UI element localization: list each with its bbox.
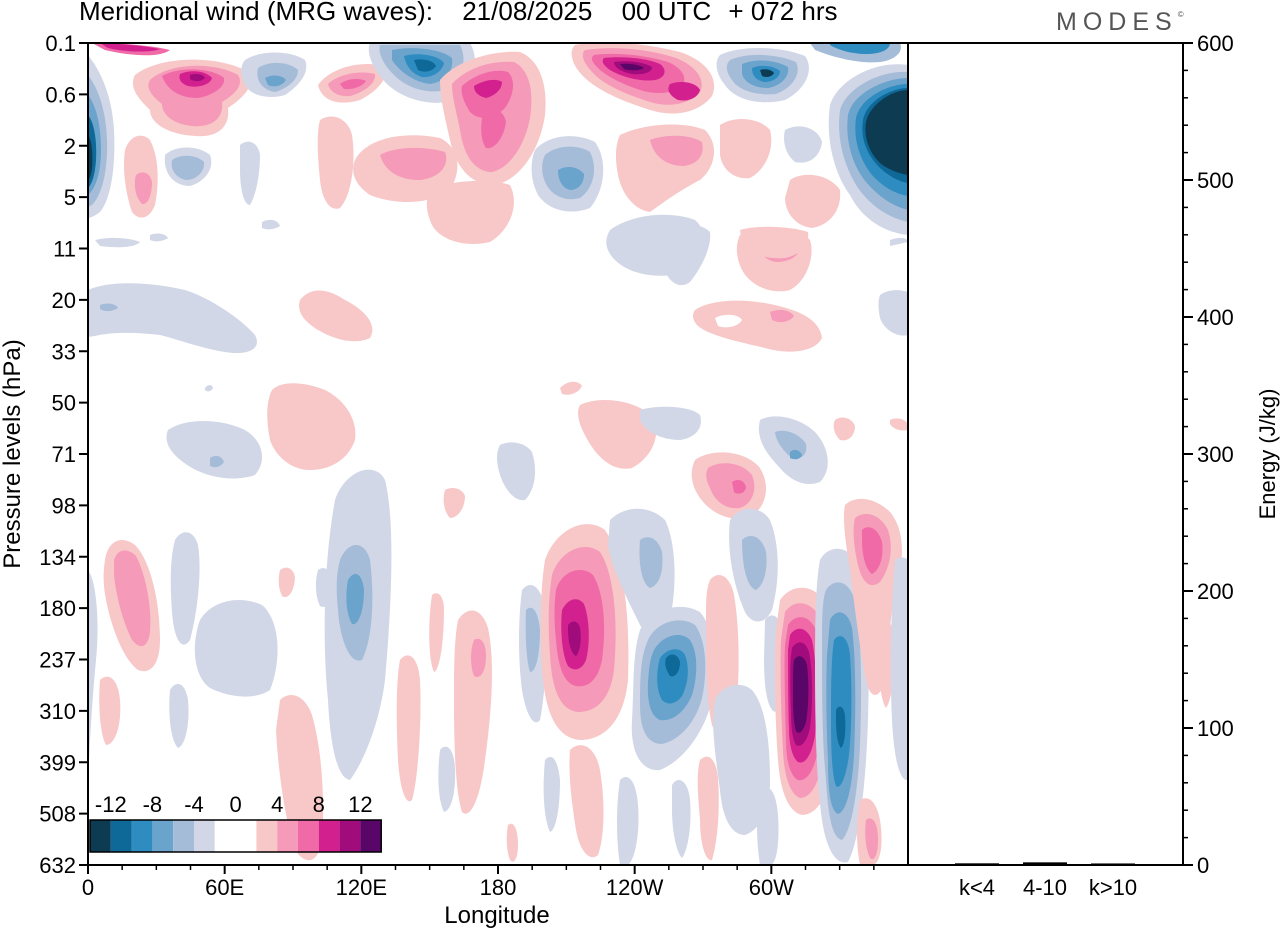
colorbar-cell xyxy=(214,820,236,852)
y-tick-label: 134 xyxy=(39,545,76,570)
y-tick-label: 33 xyxy=(52,339,76,364)
colorbar-label: -8 xyxy=(143,792,163,817)
energy-axis-title: Energy (J/kg) xyxy=(1255,389,1280,520)
modes-logo: MODES© xyxy=(1056,8,1184,36)
y-tick-label: 98 xyxy=(52,493,76,518)
energy-tick-label: 600 xyxy=(1197,31,1234,56)
colorbar-label: -4 xyxy=(184,792,204,817)
colorbar-cell xyxy=(131,820,153,852)
y-tick-label: 0.1 xyxy=(45,31,76,56)
colorbar-cell xyxy=(194,820,215,852)
contour-mid-band xyxy=(88,223,908,395)
y-axis-pressure: 0.1 0.6 2 5 11 20 33 50 71 98 134 180 237 310 399 508 63… xyxy=(39,31,88,878)
y-tick-label: 237 xyxy=(39,648,76,673)
contour-lower-band xyxy=(166,383,908,519)
x-axis-longitude: 0 60E 120E 180 120W 60W xyxy=(82,865,875,900)
energy-tick-label: 500 xyxy=(1197,168,1234,193)
y-tick-label: 20 xyxy=(52,288,76,313)
colorbar-label: -12 xyxy=(95,792,127,817)
colorbar-label: 0 xyxy=(229,792,241,817)
y-tick-label: 399 xyxy=(39,750,76,775)
x-tick-label: 60E xyxy=(205,875,244,900)
x-tick-label: 0 xyxy=(82,875,94,900)
title-run-time: 00 UTC xyxy=(621,0,712,26)
x-tick-label: 120W xyxy=(606,875,664,900)
y-tick-label: 50 xyxy=(52,391,76,416)
x-tick-label: 180 xyxy=(480,875,517,900)
energy-bar xyxy=(955,863,999,866)
energy-bar xyxy=(1023,862,1067,865)
energy-tick-label: 400 xyxy=(1197,305,1234,330)
title-lead-time: + 072 hrs xyxy=(728,0,838,26)
chart-title: Meridional wind (MRG waves): 21/08/2025 … xyxy=(79,0,838,27)
energy-category-label: k<4 xyxy=(959,875,995,900)
colorbar-cell xyxy=(256,820,278,852)
x-tick-label: 120E xyxy=(336,875,387,900)
energy-tick-label: 100 xyxy=(1197,716,1234,741)
y-tick-label: 11 xyxy=(53,237,76,262)
colorbar-cell xyxy=(173,820,194,852)
y-tick-label: 632 xyxy=(39,853,76,878)
colorbar-cell xyxy=(90,820,111,852)
energy-tick-label: 300 xyxy=(1197,442,1234,467)
energy-bar xyxy=(1091,863,1135,866)
title-text: Meridional wind (MRG waves): xyxy=(79,0,433,26)
colorbar-cell xyxy=(110,820,132,852)
x-axis-title: Longitude xyxy=(444,902,549,929)
colorbar-cell xyxy=(277,820,298,852)
colorbar-cells xyxy=(89,819,382,853)
energy-category-label: k>10 xyxy=(1089,875,1137,900)
energy-panel-frame xyxy=(907,42,1184,866)
y-tick-label: 2 xyxy=(64,134,76,159)
colorbar-cell xyxy=(152,820,174,852)
y-tick-label: 310 xyxy=(39,699,76,724)
y-tick-label: 5 xyxy=(64,185,76,210)
energy-tick-label: 200 xyxy=(1197,579,1234,604)
y-axis-energy: 0 100 200 300 400 500 600 xyxy=(1183,31,1234,878)
colorbar-cell xyxy=(360,820,382,852)
heatmap-field xyxy=(88,43,908,865)
energy-category-label: 4-10 xyxy=(1023,875,1067,900)
colorbar-labels: -12 -8 -4 0 4 8 12 xyxy=(95,792,373,817)
colorbar-label: 4 xyxy=(271,792,283,817)
colorbar-cell xyxy=(235,820,257,852)
y-tick-label: 71 xyxy=(52,442,76,467)
colorbar-cell xyxy=(339,820,361,852)
energy-category-labels: k<4 4-10 k>10 xyxy=(959,875,1137,900)
x-tick-label: 60W xyxy=(749,875,794,900)
colorbar-label: 8 xyxy=(313,792,325,817)
contour-troposphere xyxy=(88,469,908,865)
colorbar-border xyxy=(89,819,382,853)
colorbar-cell xyxy=(318,820,340,852)
y-axis-title: Pressure levels (hPa) xyxy=(0,339,26,568)
y-tick-label: 180 xyxy=(39,596,76,621)
title-date: 21/08/2025 xyxy=(462,0,593,26)
colorbar: -12 -8 -4 0 4 8 12 xyxy=(89,792,382,853)
colorbar-label: 12 xyxy=(348,792,372,817)
energy-tick-label: 0 xyxy=(1197,853,1209,878)
y-tick-label: 0.6 xyxy=(45,82,76,107)
y-tick-label: 508 xyxy=(39,802,76,827)
colorbar-cell xyxy=(298,820,319,852)
energy-bars xyxy=(955,862,1135,866)
